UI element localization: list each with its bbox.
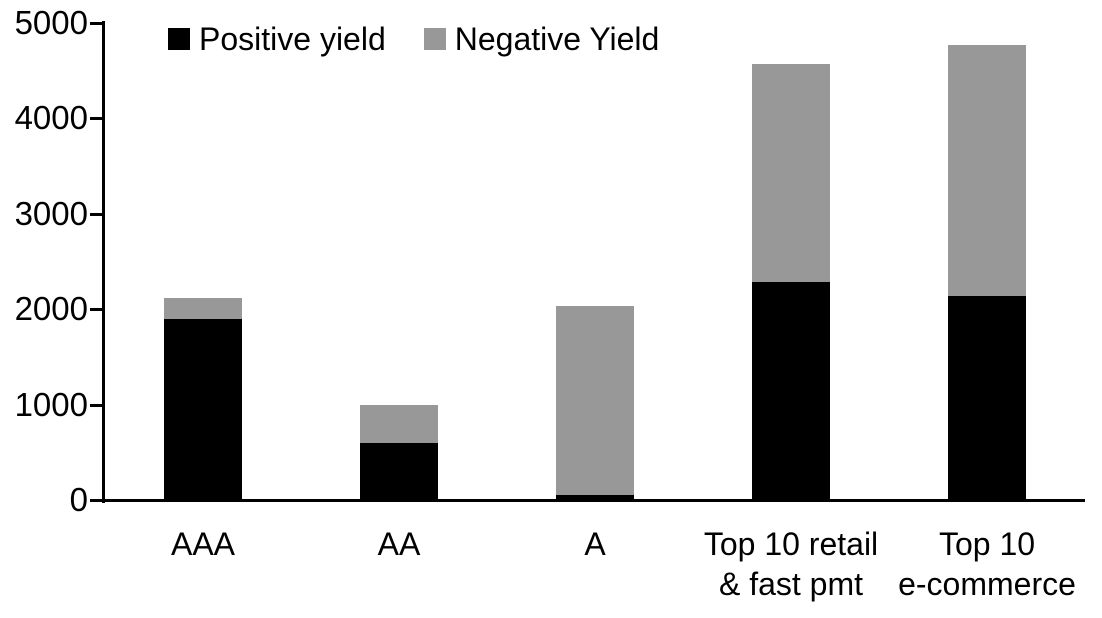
bar-segment-negative-yield-1 xyxy=(360,405,438,443)
y-axis-tick-label: 0 xyxy=(69,481,88,518)
bar-segment-positive-yield-0 xyxy=(164,319,242,500)
legend-label-positive-yield: Positive yield xyxy=(199,21,386,57)
x-axis-label-3: Top 10 retail & fast pmt xyxy=(681,524,901,604)
y-axis-line xyxy=(102,21,105,503)
legend-swatch-positive-yield xyxy=(168,28,190,50)
y-axis-tick-label: 3000 xyxy=(14,195,88,232)
y-axis-tick xyxy=(90,404,102,407)
y-axis-tick-label: 5000 xyxy=(14,4,88,41)
x-axis-label-line: e-commerce xyxy=(898,566,1076,602)
y-axis-tick xyxy=(90,117,102,120)
x-axis-label-line: A xyxy=(584,526,606,562)
bar-segment-positive-yield-3 xyxy=(752,282,830,500)
x-axis-label-2: A xyxy=(485,524,705,564)
legend-swatch-negative-yield xyxy=(423,28,446,50)
bar-segment-positive-yield-4 xyxy=(948,296,1026,500)
y-axis-tick xyxy=(90,308,102,311)
bar-segment-positive-yield-2 xyxy=(556,495,634,500)
y-axis-tick-label: 4000 xyxy=(14,99,88,136)
x-axis-label-line: AAA xyxy=(170,526,236,562)
bar-segment-negative-yield-4 xyxy=(948,45,1026,296)
chart-legend: Positive yield Negative Yield xyxy=(168,21,659,57)
y-axis-tick xyxy=(90,499,102,502)
x-axis-label-line: Top 10 xyxy=(938,526,1036,562)
x-axis-label-line: AA xyxy=(377,526,421,562)
bar-segment-negative-yield-0 xyxy=(164,298,242,319)
y-axis-tick-label: 1000 xyxy=(14,386,88,423)
bar-segment-positive-yield-1 xyxy=(360,443,438,500)
x-axis-label-4: Top 10 e-commerce xyxy=(877,524,1097,604)
y-axis-tick xyxy=(90,22,102,25)
legend-label-negative-yield: Negative Yield xyxy=(454,21,660,57)
x-axis-line xyxy=(102,499,1085,502)
x-axis-label-line: & fast pmt xyxy=(718,566,864,602)
bar-segment-negative-yield-3 xyxy=(752,64,830,282)
y-axis-tick-label: 2000 xyxy=(14,290,88,327)
x-axis-label-line: Top 10 retail xyxy=(703,526,879,562)
y-axis-tick xyxy=(90,213,102,216)
legend-item-negative-yield: Negative Yield xyxy=(423,21,660,57)
x-axis-label-1: AA xyxy=(289,524,509,564)
x-axis-label-0: AAA xyxy=(93,524,313,564)
bar-segment-negative-yield-2 xyxy=(556,306,634,495)
legend-item-positive-yield: Positive yield xyxy=(168,21,386,57)
